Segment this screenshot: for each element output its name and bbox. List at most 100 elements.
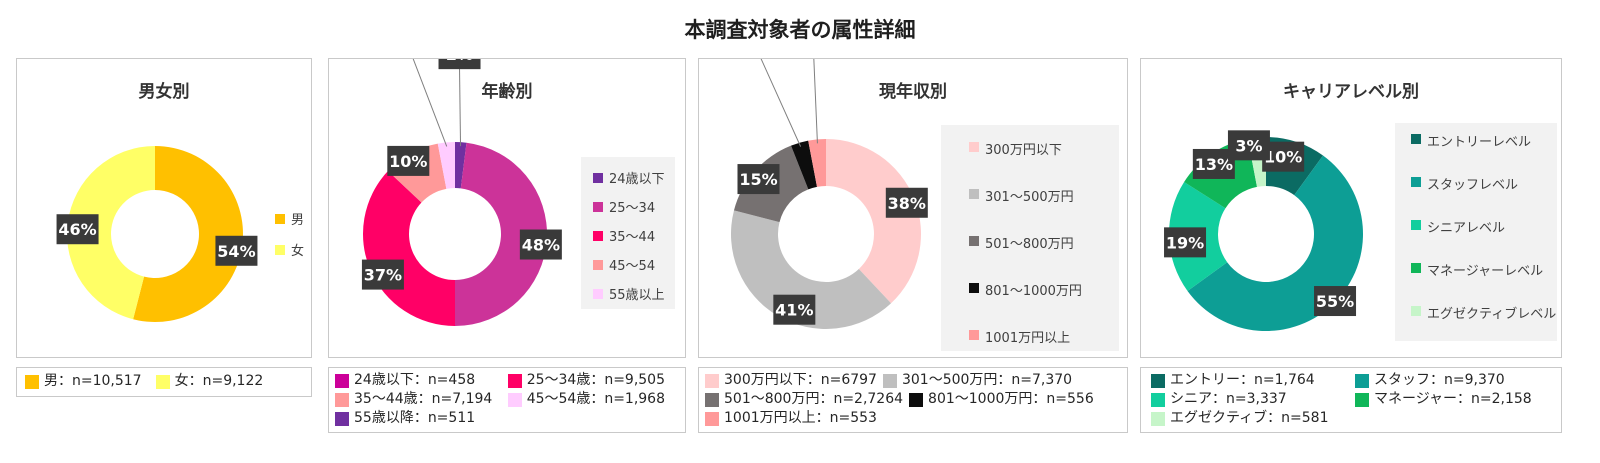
legend-label: 35～44 [609,230,656,245]
legend-item: 501～800万円 [969,233,1119,280]
count-item: シニア：n=3,337 [1151,390,1341,409]
legend-item: 24歳以下 [593,163,665,192]
legend-item: 301～500万円 [969,186,1119,233]
legend-label: 801～1000万円 [985,284,1082,299]
legend-item: 男 [275,209,304,228]
count-label: 45～54歳：n=1,968 [526,391,665,407]
data-label: 10% [389,152,427,171]
legend-label: 55歳以上 [609,288,665,303]
count-swatch [705,411,719,426]
count-swatch [1151,392,1165,407]
donut-slice [455,142,467,189]
legend-swatch [1411,306,1421,316]
age-count-box: 24歳以下：n=458 25～34歳：n=9,505 35～44歳：n=7,19… [328,367,686,433]
count-swatch [25,374,39,389]
count-label: 55歳以降：n=511 [354,410,476,426]
legend-item: 55歳以上 [593,279,665,308]
count-label: 801～1000万円：n=556 [928,391,1094,407]
count-label: スタッフ：n=9,370 [1374,372,1505,388]
count-item: 1001万円以上：n=553 [705,409,877,428]
count-swatch [882,373,897,388]
legend-item: エグゼクティブレベル [1411,303,1557,346]
legend-item: スタッフレベル [1411,174,1557,217]
data-label-box [438,59,481,70]
legend-item: シニアレベル [1411,217,1557,260]
count-swatch [507,392,522,407]
legend-swatch [969,142,979,152]
data-label: 10% [1264,148,1302,167]
count-label: 1001万円以上：n=553 [724,410,877,426]
count-item: 801～1000万円：n=556 [909,390,1094,409]
label-leader-line [760,59,802,147]
gender-legend: 男 女 [275,209,304,259]
count-item: マネージャー：n=2,158 [1355,390,1532,409]
count-swatch [705,373,719,388]
count-swatch [507,373,522,388]
count-item: 501～800万円：n=2,7264 [705,390,903,409]
count-label: 男：n=10,517 [44,373,142,389]
income-count-box: 300万円以下：n=6797 301～500万円：n=7,370 501～800… [698,367,1128,433]
data-label-box [215,235,258,266]
legend-item: 25～34 [593,192,665,221]
career-chart-title: キャリアレベル別 [1283,82,1419,102]
count-item: 300万円以下：n=6797 [705,371,877,390]
legend-swatch [275,213,285,224]
count-label: 501～800万円：n=2,7264 [724,391,904,407]
count-item: 35～44歳：n=7,194 [335,390,494,409]
data-label: 38% [888,194,926,213]
age-chart-title: 年齢別 [481,82,533,102]
count-swatch [1355,373,1369,388]
donut-slice [455,142,548,326]
income-chart-title: 現年収別 [879,82,947,102]
income-chart-panel: 現年収別 38%41%15%3%3% 300万円以下 301～500万円 501… [698,58,1128,358]
legend-swatch [1411,220,1421,230]
income-donut: 38%41%15%3%3% [731,59,928,330]
legend-label: エントリーレベル [1427,135,1532,150]
data-label: 46% [58,220,96,239]
gender-donut: 54% 46% [56,146,258,322]
legend-swatch [593,201,603,212]
data-label-box [885,187,928,218]
career-donut: 10% 55% 19% 13%3% [1164,130,1363,331]
legend-item: 35～44 [593,221,665,250]
donut-slice [808,139,826,187]
legend-label: 1001万円以上 [985,331,1071,346]
legend-swatch [1411,177,1421,187]
donut-slice [363,171,455,326]
legend-label: シニアレベル [1427,221,1506,236]
age-legend: 24歳以下 25～34 35～44 45～54 55歳以上 [581,157,675,309]
data-label: 3% [1235,136,1262,155]
count-swatch [1355,392,1369,407]
age-donut: 2%48%37%10%3% [361,59,562,326]
count-item: スタッフ：n=9,370 [1355,371,1505,390]
legend-swatch [969,189,979,199]
count-swatch [335,373,349,388]
career-chart-panel: キャリアレベル別 10% 55% 19% 13% 3% エントリーレベル スタッフレベル… [1140,58,1562,358]
legend-label: 男 [291,213,305,228]
page-title: 本調査対象者の属性詳細 [684,18,916,42]
count-label: 25～34歳：n=9,505 [526,372,665,388]
count-item: エグゼクティブ：n=581 [1151,409,1329,428]
data-label: 2% [446,59,473,64]
data-label-box [773,294,816,325]
data-label-box [519,229,562,260]
count-swatch [335,392,349,407]
data-label: 48% [522,236,560,255]
legend-item: 801～1000万円 [969,280,1119,327]
legend-label: エグゼクティブレベル [1427,307,1557,322]
gender-chart-panel: 男女別 54% 46% 男 女 [16,58,312,358]
legend-swatch [275,244,285,255]
data-label: 55% [1316,292,1354,311]
count-swatch [909,392,924,407]
legend-label: 女 [291,244,305,259]
count-item: 45～54歳：n=1,968 [507,390,665,409]
legend-item: 1001万円以上 [969,327,1119,374]
legend-swatch [593,259,603,270]
legend-label: 25～34 [609,201,656,216]
count-label: 女：n=9,122 [174,373,264,389]
legend-swatch [1411,134,1421,144]
count-label: マネージャー：n=2,158 [1374,391,1532,407]
count-label: 35～44歳：n=7,194 [354,391,493,407]
label-leader-line [813,59,818,144]
count-item: エントリー：n=1,764 [1151,371,1341,390]
